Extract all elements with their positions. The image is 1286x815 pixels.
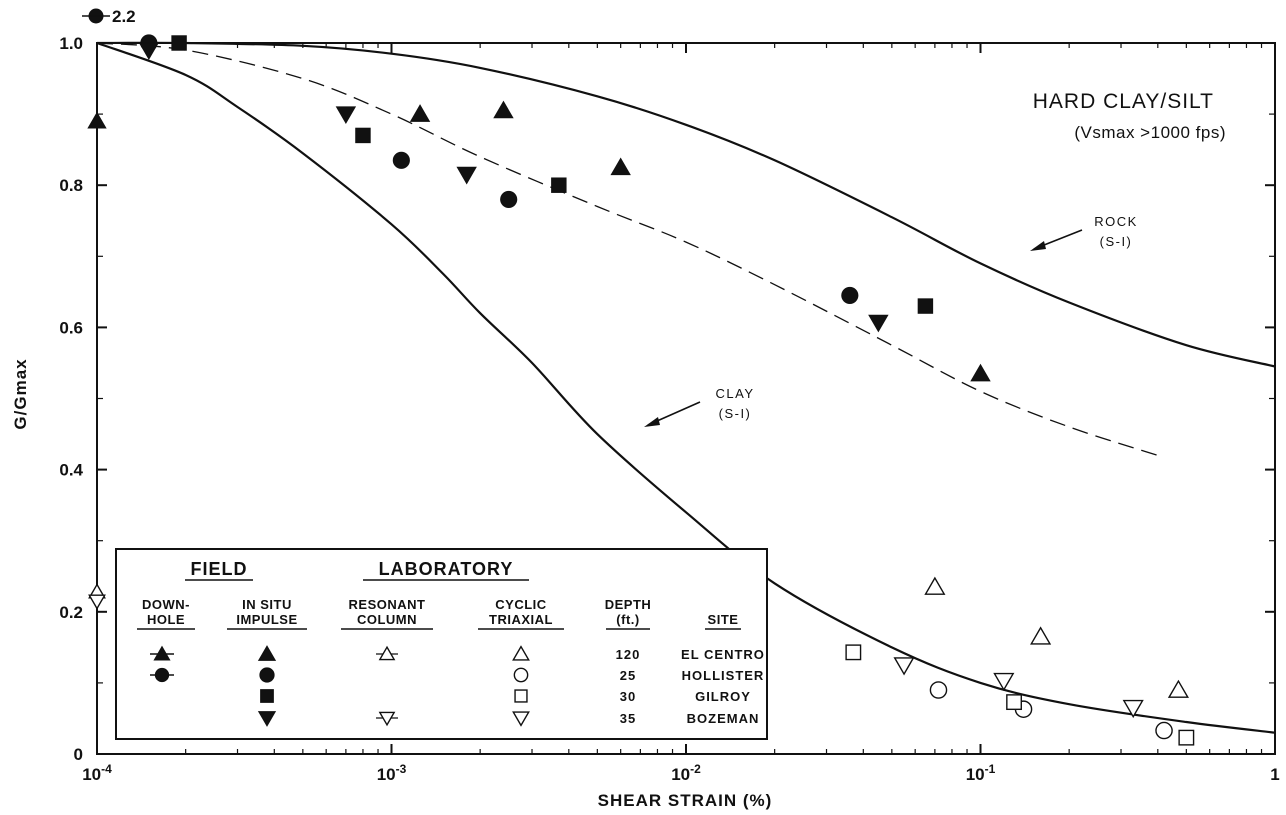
data-point-hollister-in-situ-impulse [392,151,410,169]
legend-cyclic-symbol [512,711,530,727]
legend-in-situ-symbol [257,711,277,727]
x-tick-label: 10-1 [966,762,996,784]
data-point-gilroy-cyclic-triaxial [1006,694,1022,711]
axis-ticks: 10-4 10-3 10-2 10-1 1 0 0.2 0.4 0.6 0.8 1.0 [59,34,1279,784]
offscale-marker [82,8,110,24]
chart-title: HARD CLAY/SILT [1033,90,1214,113]
legend-header-field: FIELD [191,559,248,579]
clay-curve-sublabel: (S-I) [719,406,752,421]
data-point-hollister-in-situ-impulse [500,190,518,208]
x-tick-label: 10-4 [82,762,112,784]
x-tick-label: 10-3 [377,762,407,784]
y-tick-label: 0.2 [59,603,83,622]
data-point-hollister-in-situ-impulse [841,286,859,304]
data-point-gilroy-in-situ-impulse [917,298,934,314]
legend-column-header-line2: HOLE [147,612,185,627]
legend-site-name: HOLLISTER [682,668,765,683]
legend-downhole-symbol [154,667,170,683]
data-point-bozeman-in-situ-impulse [868,314,889,333]
x-tick-label: 10-2 [671,762,701,784]
legend-site-name: GILROY [695,689,751,704]
y-tick-label: 0.8 [59,176,83,195]
legend-column-header-line1: CYCLIC [495,597,547,612]
annotation-arrows [644,229,1083,427]
clay-curve-label: CLAY [716,386,755,401]
data-point-el-centro-in-situ-impulse [493,100,514,119]
x-axis-label: SHEAR STRAIN (%) [598,791,773,810]
clay-arrowhead [644,417,660,427]
data-point-bozeman-cyclic-triaxial [1122,699,1144,719]
data-point-bozeman-in-situ-impulse [138,42,160,61]
legend-cyclic-symbol [514,689,528,703]
data-point-gilroy-in-situ-impulse [355,127,371,144]
legend-cyclic-symbol [513,667,529,683]
rock-curve-label: ROCK [1094,214,1138,229]
rock-curve-sublabel: (S-I) [1100,234,1133,249]
data-point-gilroy-in-situ-impulse [171,35,187,51]
legend-resonant-symbol [378,645,396,661]
legend-site-name: EL CENTRO [681,647,765,662]
legend-downhole-symbol [153,645,171,661]
legend-depth-value: 30 [620,689,636,704]
rock-arrowhead [1030,241,1046,251]
legend-header-laboratory: LABORATORY [379,559,514,579]
data-point-el-centro-cyclic-triaxial [1167,679,1189,698]
y-tick-label: 0.6 [59,318,83,337]
legend-in-situ-symbol [257,645,277,661]
data-point-gilroy-cyclic-triaxial [1178,729,1195,746]
data-point-bozeman-cyclic-triaxial [993,672,1015,692]
legend-resonant-symbol [378,711,396,727]
y-tick-label: 0 [74,745,83,764]
legend-column-header-line2: TRIAXIAL [489,612,553,627]
legend-column-header-line2: COLUMN [357,612,417,627]
data-point-el-centro-downhole [87,111,107,129]
data-point-el-centro-in-situ-impulse [610,157,631,176]
offscale-value-label: 2.2 [112,7,136,26]
clay-curve [96,41,1276,734]
data-point-hollister-cyclic-triaxial [1155,721,1173,740]
data-point-bozeman-in-situ-impulse [456,166,477,185]
data-point-gilroy-cyclic-triaxial [845,644,862,661]
legend-site-name: BOZEMAN [687,711,760,726]
legend-depth-value: 25 [620,668,636,683]
legend: FIELD LABORATORY DOWN-HOLE IN SITUIMPULSE… [115,548,768,740]
x-tick-label: 1 [1270,765,1279,784]
legend-depth-value: 120 [616,647,641,662]
dashed-trend-curve [96,42,1159,457]
data-point-el-centro-in-situ-impulse [970,363,991,382]
data-point-bozeman-cyclic-triaxial [893,657,915,676]
data-point-hollister-cyclic-triaxial [929,681,948,699]
data-point-el-centro-cyclic-triaxial [924,576,946,595]
legend-column-header-line1: IN SITU [242,597,292,612]
data-points [87,34,1195,746]
legend-column-header-line1: DOWN- [142,597,190,612]
y-tick-label: 0.4 [59,461,83,480]
legend-in-situ-symbol [260,689,274,703]
data-point-gilroy-in-situ-impulse [551,177,567,193]
legend-depth-value: 35 [620,711,636,726]
data-point-el-centro-cyclic-triaxial [1030,626,1052,645]
legend-column-header-line2: SITE [708,612,739,627]
legend-rows: 120 EL CENTRO 25 HOLLISTER 30 GILROY 35 BOZEMAN [150,645,765,727]
data-point-bozeman-resonant-column [88,594,106,610]
legend-column-header-line1: DEPTH [605,597,652,612]
y-tick-label: 1.0 [59,34,83,53]
data-point-bozeman-in-situ-impulse [335,106,357,125]
legend-column-header-line2: (ft.) [616,612,639,627]
data-point-el-centro-in-situ-impulse [409,104,431,122]
legend-column-header-line1: RESONANT [349,597,426,612]
legend-column-header-line2: IMPULSE [236,612,297,627]
legend-cyclic-symbol [512,645,530,661]
y-axis-label: G/Gmax [11,358,30,429]
chart-subtitle: (Vsmax >1000 fps) [1074,123,1226,142]
legend-in-situ-symbol [259,667,275,683]
